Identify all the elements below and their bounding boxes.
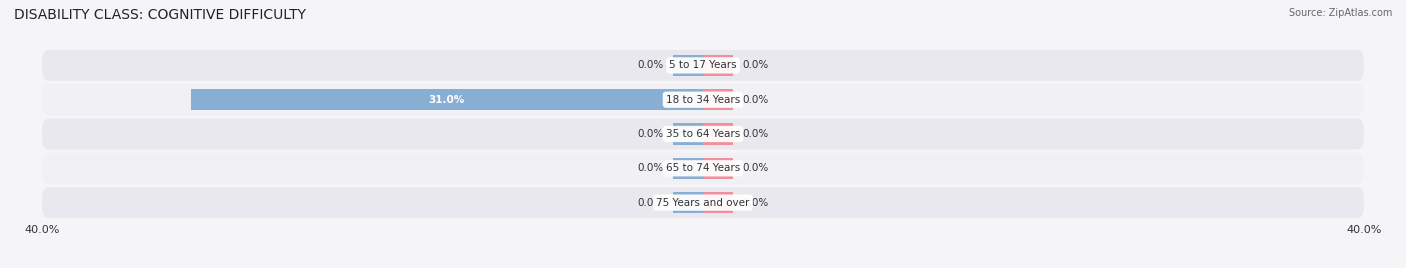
Text: 31.0%: 31.0% xyxy=(429,95,465,105)
Bar xyxy=(703,89,733,110)
Text: 0.0%: 0.0% xyxy=(742,198,769,208)
Legend: Male, Female: Male, Female xyxy=(641,267,765,268)
Text: 5 to 17 Years: 5 to 17 Years xyxy=(669,60,737,70)
Bar xyxy=(703,123,733,145)
Text: 0.0%: 0.0% xyxy=(742,95,769,105)
Text: 65 to 74 Years: 65 to 74 Years xyxy=(666,163,740,173)
Text: 0.0%: 0.0% xyxy=(637,129,664,139)
FancyBboxPatch shape xyxy=(42,153,1364,184)
FancyBboxPatch shape xyxy=(42,118,1364,150)
Text: 0.0%: 0.0% xyxy=(637,163,664,173)
Text: 75 Years and over: 75 Years and over xyxy=(657,198,749,208)
Bar xyxy=(191,89,703,110)
Text: 18 to 34 Years: 18 to 34 Years xyxy=(666,95,740,105)
Text: DISABILITY CLASS: COGNITIVE DIFFICULTY: DISABILITY CLASS: COGNITIVE DIFFICULTY xyxy=(14,8,307,22)
Bar xyxy=(673,55,703,76)
Bar xyxy=(703,158,733,179)
Text: 0.0%: 0.0% xyxy=(742,60,769,70)
Bar xyxy=(703,55,733,76)
Text: 0.0%: 0.0% xyxy=(742,163,769,173)
Text: 35 to 64 Years: 35 to 64 Years xyxy=(666,129,740,139)
FancyBboxPatch shape xyxy=(42,187,1364,218)
Text: 0.0%: 0.0% xyxy=(742,129,769,139)
FancyBboxPatch shape xyxy=(42,50,1364,81)
Bar xyxy=(703,192,733,213)
Bar xyxy=(673,158,703,179)
Text: 0.0%: 0.0% xyxy=(637,198,664,208)
Bar xyxy=(673,123,703,145)
Bar xyxy=(673,192,703,213)
Text: Source: ZipAtlas.com: Source: ZipAtlas.com xyxy=(1288,8,1392,18)
FancyBboxPatch shape xyxy=(42,84,1364,115)
Text: 0.0%: 0.0% xyxy=(637,60,664,70)
